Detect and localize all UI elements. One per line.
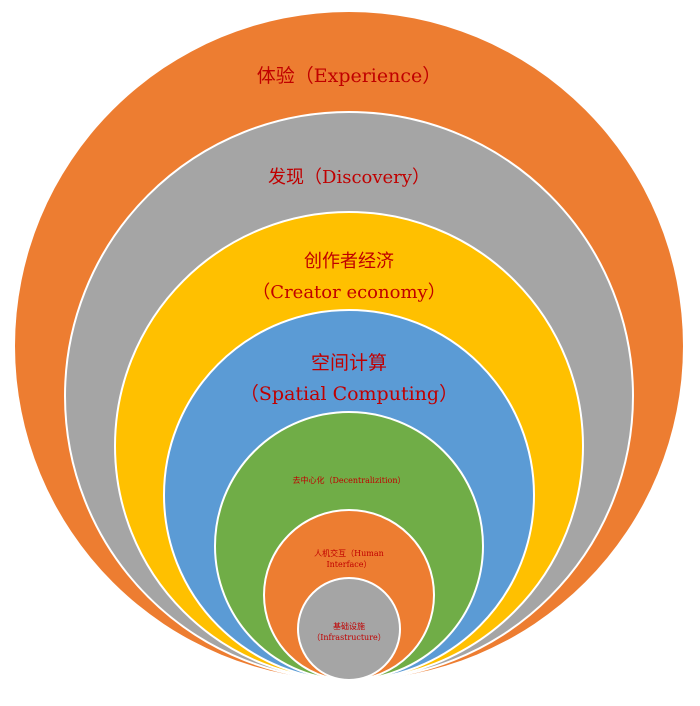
layer-circle-infrastructure xyxy=(297,577,401,681)
layer-label-human-interface-2: Interface） xyxy=(326,560,371,569)
layer-label-spatial-computing-1: 空间计算 xyxy=(311,352,387,374)
layer-label-creator-economy-2: （Creator economy） xyxy=(252,282,445,303)
layer-label-discovery-1: 发现（Discovery） xyxy=(268,167,430,188)
layer-infrastructure: 基础设施 （Infrastructure） xyxy=(297,577,401,681)
layer-label-experience-1: 体验（Experience） xyxy=(257,65,442,87)
layer-label-spatial-computing-2: （Spatial Computing） xyxy=(240,383,458,405)
layer-label-decentralization-1: 去中心化（Decentralizition） xyxy=(293,475,406,485)
layer-label-infrastructure-1: 基础设施 xyxy=(333,621,365,631)
layer-label-infrastructure-2: （Infrastructure） xyxy=(312,633,386,642)
layer-label-creator-economy-1: 创作者经济 xyxy=(304,251,394,272)
layer-label-human-interface-1: 人机交互（Human xyxy=(314,548,384,558)
